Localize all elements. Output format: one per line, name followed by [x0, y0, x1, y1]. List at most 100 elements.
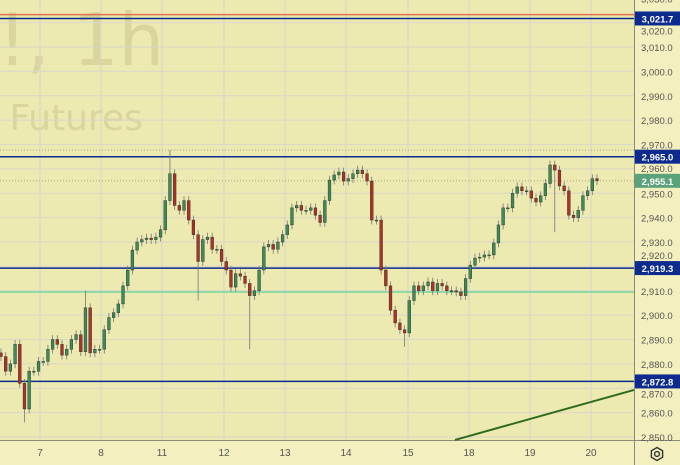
candle-down	[313, 207, 318, 216]
candle-down	[384, 269, 388, 287]
candle-up	[102, 329, 106, 350]
candle-down	[18, 344, 22, 384]
candle-down	[379, 219, 383, 271]
candle-down	[60, 344, 64, 356]
candle-up	[323, 200, 327, 223]
candle-up	[158, 229, 163, 238]
candle-down	[0, 352, 3, 357]
price-badge-label: 2,872.8	[642, 377, 674, 388]
candle-up	[586, 190, 590, 196]
x-tick-label: 7	[37, 448, 43, 459]
candle-down	[224, 261, 228, 271]
candle-down	[454, 290, 458, 293]
candle-up	[97, 349, 102, 351]
candle-down	[341, 171, 346, 182]
candle-up	[290, 207, 294, 226]
candle-up	[116, 303, 120, 313]
candle-down	[417, 285, 421, 291]
candle-up	[356, 169, 360, 174]
candle-down	[595, 178, 599, 182]
candle-up	[215, 249, 219, 251]
candle-down	[248, 283, 252, 296]
x-tick-label: 20	[585, 448, 597, 459]
candle-up	[69, 339, 74, 350]
candle-down	[271, 244, 275, 250]
trend-line	[454, 388, 635, 441]
y-tick-label: 2,990.0	[641, 92, 673, 103]
candle-up	[309, 207, 313, 211]
x-tick-label: 19	[524, 448, 536, 459]
price-badge	[635, 149, 680, 164]
candle-up	[590, 178, 594, 192]
candle-up	[163, 200, 167, 231]
price-badge-label: 2,955.1	[642, 177, 674, 188]
gear-icon[interactable]	[649, 446, 665, 462]
candle-up	[112, 312, 116, 318]
candle-up	[346, 178, 350, 182]
candle-up	[337, 171, 341, 176]
price-badge-label: 2,965.0	[642, 153, 674, 164]
candle-up	[539, 195, 543, 203]
candle-up	[524, 190, 529, 193]
candle-up	[412, 285, 416, 301]
candle-up	[463, 278, 468, 296]
y-tick-label: 2,880.0	[641, 360, 673, 371]
y-tick-label: 2,890.0	[641, 336, 673, 347]
candle-up	[8, 363, 12, 372]
candle-up	[548, 164, 552, 184]
candle-down	[4, 356, 8, 372]
candle-up	[276, 241, 280, 250]
candle-up	[374, 219, 379, 222]
candle-up	[506, 207, 510, 210]
candle-up	[421, 285, 425, 291]
candle-up	[449, 290, 454, 292]
candle-up	[36, 361, 41, 372]
candle-up	[351, 173, 355, 179]
candle-down	[187, 200, 191, 221]
candle-up	[576, 210, 580, 218]
candle-down	[365, 173, 369, 182]
candle-up	[327, 179, 332, 201]
candle-down	[177, 205, 181, 211]
candle-down	[459, 291, 463, 296]
candle-up	[144, 237, 149, 240]
candle-up	[41, 361, 45, 363]
x-tick-label: 13	[279, 448, 291, 459]
candle-down	[196, 234, 200, 262]
candle-down	[571, 214, 576, 218]
candle-down	[219, 249, 224, 262]
candle-down	[173, 173, 177, 206]
candle-up	[295, 205, 299, 209]
candle-up	[182, 200, 186, 211]
candle-down	[402, 329, 407, 334]
x-tick-label: 18	[463, 448, 475, 459]
candle-up	[154, 236, 158, 240]
candle-up	[130, 249, 135, 271]
candle-down	[445, 285, 449, 291]
price-badge	[635, 173, 680, 188]
candle-down	[520, 186, 524, 192]
price-badge-label: 3,021.7	[642, 14, 674, 25]
y-tick-label: 3,030.0	[641, 0, 673, 5]
candle-down	[440, 283, 444, 287]
y-tick-label: 3,010.0	[641, 43, 673, 54]
candle-down	[318, 214, 322, 223]
candle-up	[266, 244, 271, 248]
candle-down	[55, 339, 59, 345]
candle-up	[280, 234, 285, 243]
price-badge	[635, 11, 680, 26]
candle-down	[534, 197, 538, 203]
candle-up	[407, 300, 411, 334]
candle-down	[210, 236, 214, 250]
candle-up	[426, 281, 430, 287]
y-tick-label: 3,020.0	[641, 26, 673, 37]
candle-up	[121, 285, 125, 305]
y-tick-label: 2,870.0	[641, 389, 673, 400]
candle-down	[360, 169, 364, 174]
candle-up	[478, 256, 482, 259]
y-tick-label: 2,940.0	[641, 214, 673, 225]
candle-up	[304, 210, 308, 212]
candle-up	[107, 317, 111, 330]
price-badge	[635, 374, 680, 389]
